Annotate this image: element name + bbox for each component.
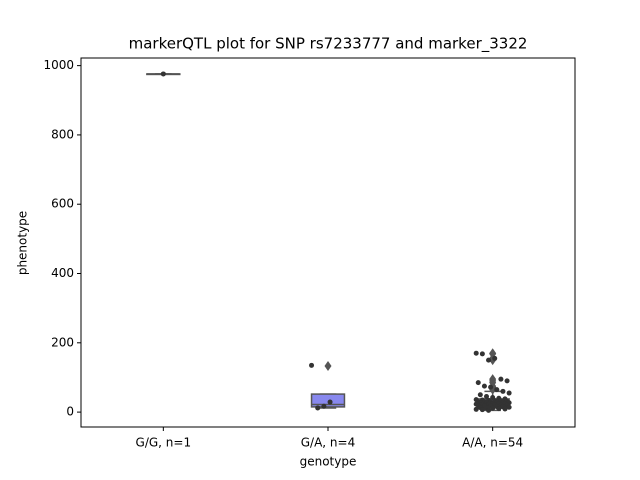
strip-point (486, 357, 492, 363)
strip-point (321, 403, 327, 409)
strip-point (479, 351, 485, 357)
x-tick-label: G/G, n=1 (136, 436, 192, 450)
strip-point (498, 376, 504, 382)
y-tick-label: 400 (51, 266, 74, 280)
strip-point (315, 405, 321, 411)
y-tick-label: 1000 (43, 58, 74, 72)
strip-point (160, 71, 166, 77)
x-tick-label: A/A, n=54 (462, 436, 523, 450)
y-tick-label: 200 (51, 335, 74, 349)
strip-point (473, 406, 479, 412)
box (310, 393, 346, 408)
strip-point (483, 394, 489, 400)
outlier (324, 361, 332, 372)
y-tick-label: 800 (51, 127, 74, 141)
strip-point (502, 406, 508, 412)
strip-point (327, 399, 333, 405)
strip-point (477, 392, 483, 398)
strip-point (309, 362, 315, 368)
strip-point (494, 387, 500, 393)
strip-point (473, 350, 479, 356)
x-axis-label: genotype (300, 455, 357, 469)
strip-point (486, 407, 492, 413)
strip-point (479, 407, 485, 413)
strip-point (492, 355, 498, 361)
strip-point (506, 404, 512, 410)
strip-point (475, 380, 481, 386)
strip-point (490, 405, 496, 411)
y-axis-label: phenotype (16, 211, 30, 275)
y-tick-label: 0 (66, 405, 74, 419)
y-tick-label: 600 (51, 197, 74, 211)
strip-point (500, 388, 506, 394)
strip-point (488, 384, 494, 390)
plot-frame (80, 57, 576, 428)
strip-point (496, 406, 502, 412)
strip-point (504, 378, 510, 384)
x-tick-label: G/A, n=4 (301, 436, 355, 450)
strip-point (481, 383, 487, 389)
chart-title: markerQTL plot for SNP rs7233777 and mar… (129, 35, 528, 54)
strip-point (506, 390, 512, 396)
